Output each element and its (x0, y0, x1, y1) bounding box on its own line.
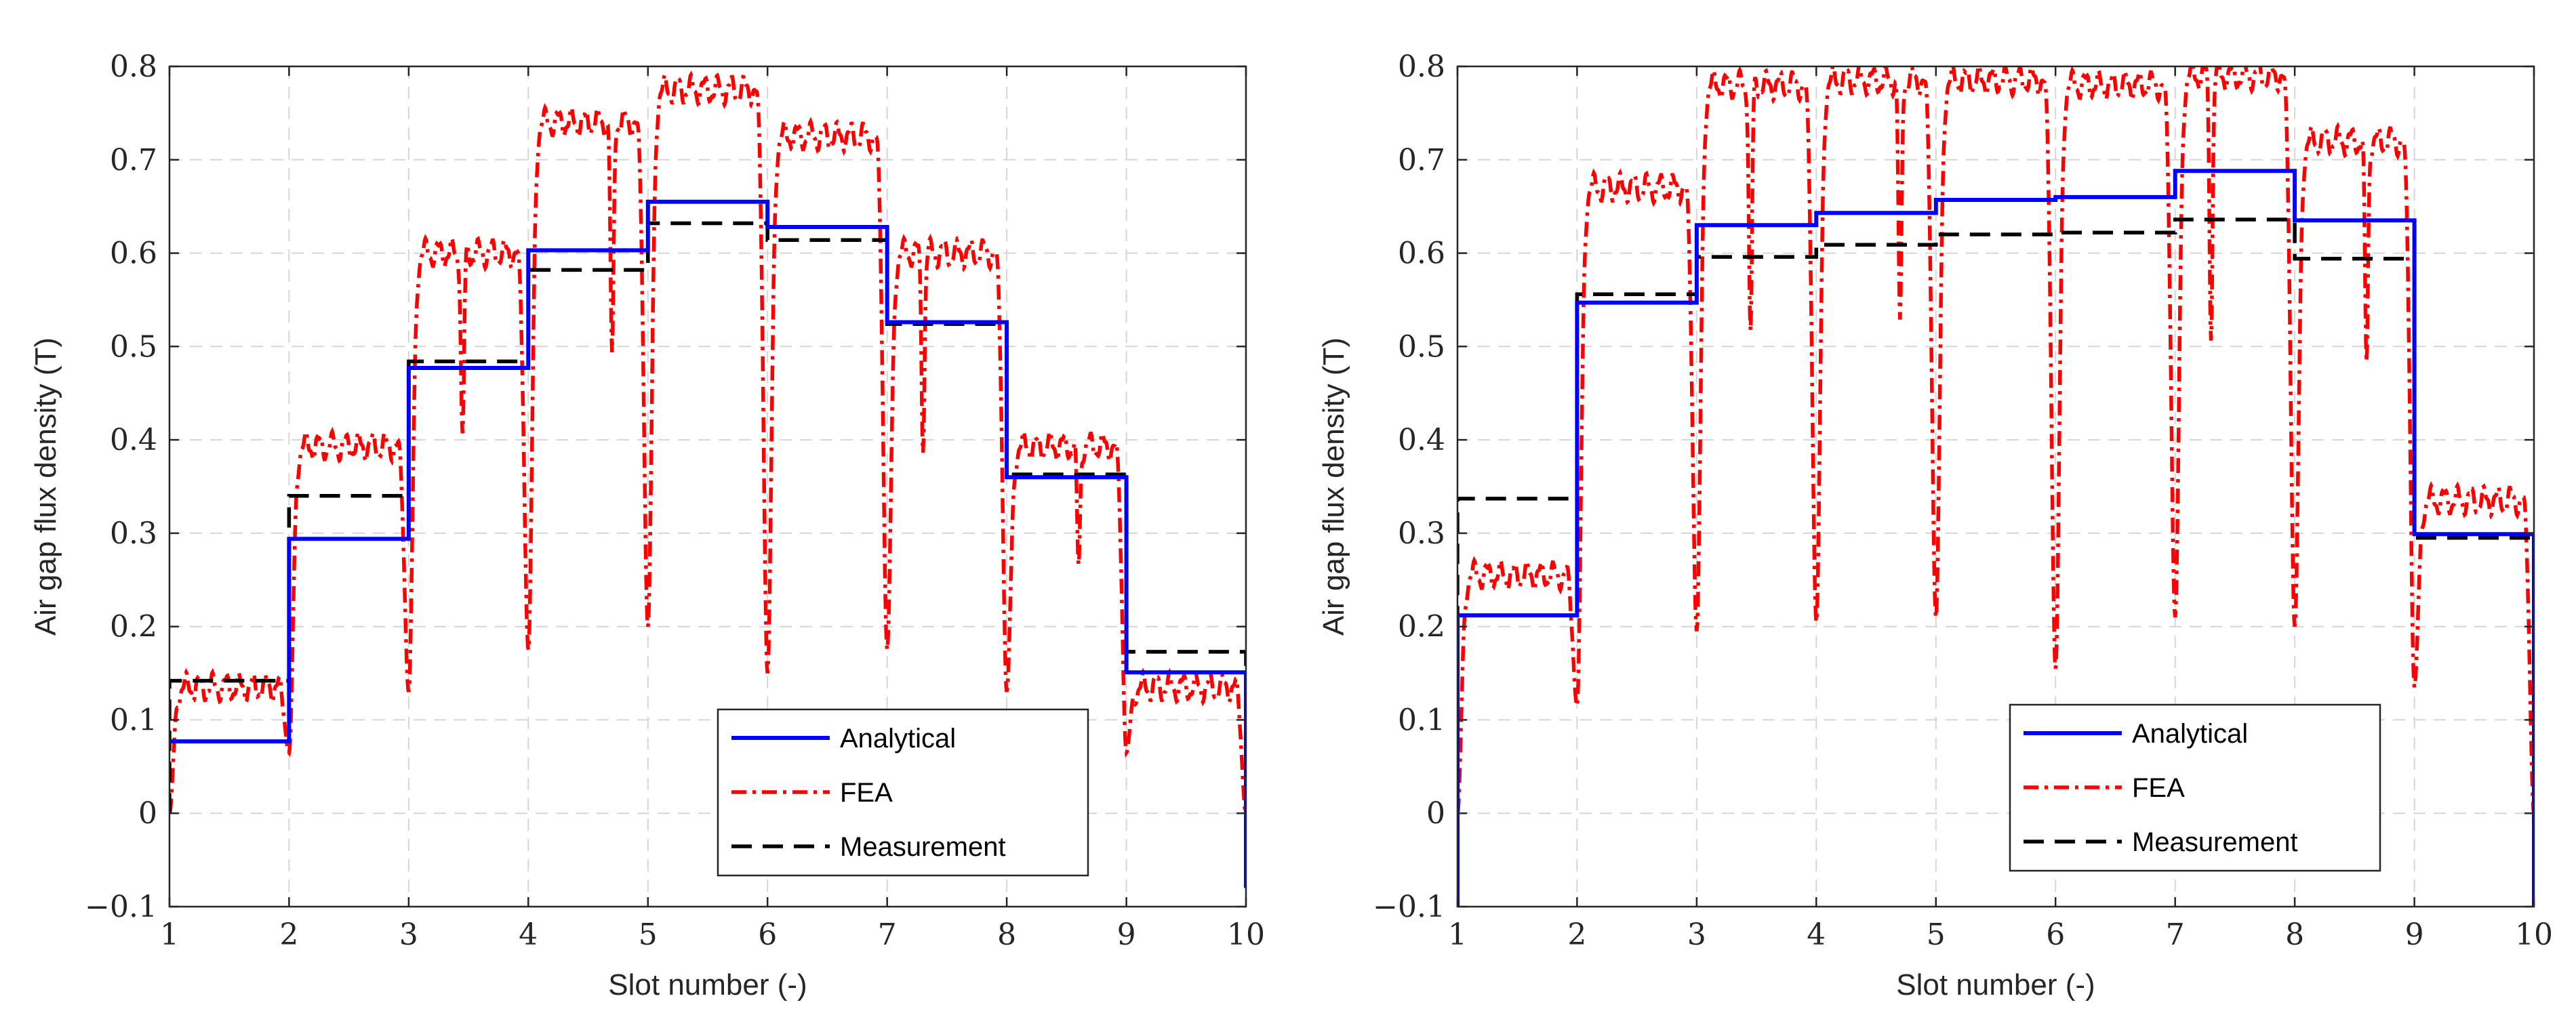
y-tick-label: −0.1 (85, 890, 157, 924)
series-line-analytical (169, 199, 1246, 888)
axes-frame (1456, 65, 2535, 908)
legend-label-fea: FEA (840, 778, 893, 808)
x-tick-label: 6 (2046, 917, 2065, 952)
legend-label-measurement: Measurement (840, 832, 1006, 862)
x-tick-label: 10 (2515, 917, 2553, 952)
x-tick-label: 5 (639, 917, 658, 952)
series-line-analytical (1457, 169, 2534, 907)
x-tick-label: 8 (997, 917, 1016, 952)
y-tick-label: −0.1 (1373, 890, 1445, 924)
y-tick-label: 0.2 (1398, 610, 1445, 644)
x-tick-label: 7 (878, 917, 897, 952)
x-tick-label: 1 (1448, 917, 1467, 952)
y-tick-label: 0 (1426, 796, 1445, 831)
y-tick-label: 0.4 (110, 423, 157, 457)
x-tick-label: 6 (758, 917, 777, 952)
legend-label-fea: FEA (2132, 773, 2185, 803)
x-tick-label: 5 (1927, 917, 1946, 952)
chart-panel-left: 1 2 3 4 5 6 7 8 9 10 −0.1 0 0.1 0.2 0.3 0.4 0.5 0.6 0.7 0.8… (29, 49, 1265, 1002)
chart-panel-right: 1 2 3 4 5 6 7 8 9 10 −0.1 0 0.1 0.2 0.3 0.4 0.5 0.6 0.7 0.8… (1317, 49, 2553, 1002)
x-tick-label: 3 (399, 917, 418, 952)
y-tick-label: 0.5 (1398, 329, 1445, 364)
y-tick-label: 0.7 (1398, 143, 1445, 178)
y-tick-label: 0.6 (110, 236, 157, 271)
x-tick-label: 2 (1567, 917, 1586, 952)
x-tick-label: 9 (2405, 917, 2424, 952)
y-axis-label: Air gap flux density (T) (29, 337, 62, 636)
x-tick-label: 4 (1807, 917, 1826, 952)
series-line-measurement (1457, 218, 2534, 814)
x-tick-label: 3 (1687, 917, 1706, 952)
x-axis-label: Slot number (-) (608, 968, 807, 1002)
y-tick-label: 0.5 (110, 329, 157, 364)
y-tick-label: 0.2 (110, 610, 157, 644)
series-line-fea (169, 70, 1246, 814)
legend: Analytical FEA Measurement (717, 708, 1089, 877)
legend: Analytical FEA Measurement (2009, 703, 2381, 872)
y-tick-label: 0.1 (110, 703, 157, 737)
x-tick-label: 1 (160, 917, 179, 952)
axes-frame (168, 65, 1247, 908)
y-tick-label: 0.3 (110, 516, 157, 551)
y-tick-label: 0.1 (1398, 703, 1445, 737)
x-tick-label: 4 (519, 917, 538, 952)
y-tick-label: 0.8 (110, 49, 157, 84)
y-tick-label: 0.3 (1398, 516, 1445, 551)
y-tick-label: 0 (138, 796, 157, 831)
legend-label-analytical: Analytical (2132, 719, 2248, 749)
y-tick-label: 0.7 (110, 143, 157, 178)
x-tick-label: 8 (2285, 917, 2304, 952)
y-tick-label: 0.8 (1398, 49, 1445, 84)
legend-label-analytical: Analytical (840, 724, 956, 754)
x-tick-label: 10 (1227, 917, 1265, 952)
x-tick-label: 9 (1117, 917, 1136, 952)
y-axis-label: Air gap flux density (T) (1317, 337, 1350, 636)
x-tick-label: 7 (2166, 917, 2185, 952)
x-axis-label: Slot number (-) (1896, 968, 2095, 1002)
y-tick-label: 0.6 (1398, 236, 1445, 271)
series-line-measurement (169, 221, 1246, 814)
series-line-fea (1457, 66, 2534, 814)
legend-label-measurement: Measurement (2132, 827, 2298, 857)
y-tick-label: 0.4 (1398, 423, 1445, 457)
x-tick-label: 2 (279, 917, 298, 952)
